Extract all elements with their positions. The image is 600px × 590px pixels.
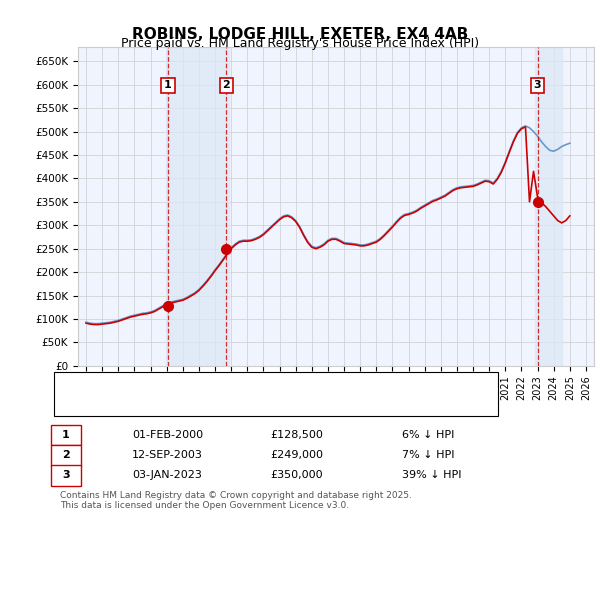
Text: 01-FEB-2000: 01-FEB-2000 bbox=[132, 430, 203, 440]
Text: 2: 2 bbox=[223, 80, 230, 90]
Bar bbox=[535, 47, 562, 366]
Text: 7% ↓ HPI: 7% ↓ HPI bbox=[402, 450, 455, 460]
Text: £350,000: £350,000 bbox=[270, 470, 323, 480]
Text: 1: 1 bbox=[164, 80, 172, 90]
Text: ROBINS, LODGE HILL, EXETER, EX4 4AB (detached house): ROBINS, LODGE HILL, EXETER, EX4 4AB (det… bbox=[117, 382, 418, 391]
Text: 1: 1 bbox=[62, 430, 70, 440]
Text: £128,500: £128,500 bbox=[270, 430, 323, 440]
Text: 03-JAN-2023: 03-JAN-2023 bbox=[132, 470, 202, 480]
Text: 39% ↓ HPI: 39% ↓ HPI bbox=[402, 470, 461, 480]
Text: £249,000: £249,000 bbox=[270, 450, 323, 460]
Text: 2: 2 bbox=[62, 450, 70, 460]
Text: ─────: ───── bbox=[72, 380, 110, 393]
Text: 6% ↓ HPI: 6% ↓ HPI bbox=[402, 430, 454, 440]
Text: Contains HM Land Registry data © Crown copyright and database right 2025.
This d: Contains HM Land Registry data © Crown c… bbox=[60, 491, 412, 510]
Text: 3: 3 bbox=[534, 80, 541, 90]
Text: 3: 3 bbox=[62, 470, 70, 480]
Text: HPI: Average price, detached house, Exeter: HPI: Average price, detached house, Exet… bbox=[117, 396, 343, 406]
Text: 12-SEP-2003: 12-SEP-2003 bbox=[132, 450, 203, 460]
Text: ─────: ───── bbox=[72, 395, 110, 408]
Text: Price paid vs. HM Land Registry's House Price Index (HPI): Price paid vs. HM Land Registry's House … bbox=[121, 37, 479, 50]
Bar bbox=[166, 47, 229, 366]
Text: ROBINS, LODGE HILL, EXETER, EX4 4AB: ROBINS, LODGE HILL, EXETER, EX4 4AB bbox=[132, 27, 468, 41]
